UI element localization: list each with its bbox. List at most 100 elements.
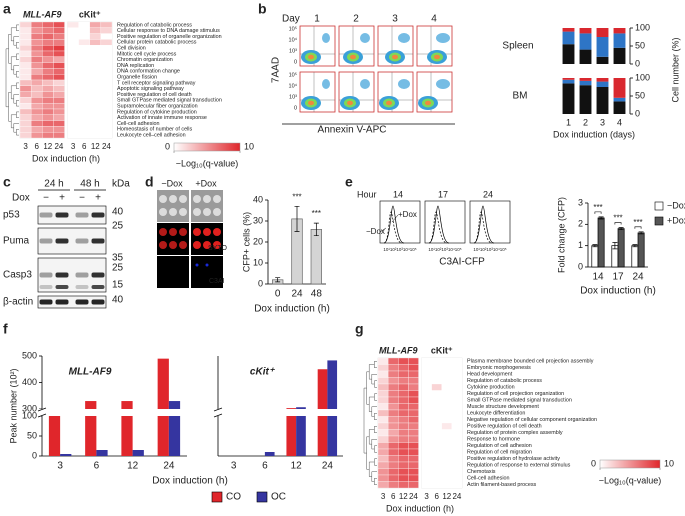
x-tick-label: 14 [592, 272, 604, 283]
heatmap-cell [53, 97, 65, 104]
heatmap-cell [100, 33, 113, 40]
error-bar [313, 222, 319, 237]
heatmap-cell [42, 114, 54, 121]
heatmap-cell [78, 103, 90, 110]
legend-swatch [654, 201, 664, 211]
heatmap-cell [67, 33, 79, 40]
heatmap-cell [408, 448, 419, 456]
heatmap-cell [19, 97, 32, 104]
row-label: Actin filament-based process [467, 482, 537, 488]
heatmap-cell [421, 474, 432, 482]
heatmap-cell [42, 50, 54, 57]
heatmap-cell [377, 474, 389, 482]
heatmap-cell [441, 409, 453, 417]
heatmap-cell [89, 97, 102, 104]
dox-sign: − [43, 193, 49, 204]
x-axis-label: Dox induction (h) [254, 304, 330, 315]
colorbar [173, 142, 241, 152]
heatmap-cell [387, 448, 399, 456]
colorbar-tick-label: 0 [165, 141, 170, 151]
heatmap-cell [30, 68, 43, 75]
heatmap-cell [387, 364, 399, 372]
heatmap-cell [42, 126, 54, 133]
heatmap-cell [421, 461, 432, 469]
row-label: Homeostasis of number of cells [117, 127, 193, 133]
dendrogram [16, 129, 19, 136]
dendrogram [374, 445, 377, 453]
flow-y-tick: 10⁴ [289, 82, 298, 89]
heatmap-cell [421, 416, 432, 424]
heatmap-cell [431, 409, 442, 417]
heatmap-cell [387, 474, 399, 482]
row-label: DNA conformation change [117, 69, 180, 75]
panel-label: a [3, 1, 11, 17]
bar-segment [579, 78, 592, 81]
heatmap-cell [387, 409, 399, 417]
heatmap-cell [30, 97, 43, 104]
row-label: Positive regulation of cell death [117, 92, 192, 98]
error-bar [632, 244, 638, 248]
condition-label: +Dox [195, 178, 217, 188]
heatmap-cell [408, 409, 419, 417]
heatmap-cell [431, 370, 442, 378]
heatmap-cell [441, 455, 453, 463]
heatmap-cell [377, 377, 389, 385]
significance: *** [633, 218, 642, 227]
protein-label: Casp3 [3, 270, 32, 281]
flow-y-tick: 10⁵ [289, 25, 297, 32]
heatmap-cell [421, 396, 432, 404]
heatmap-cell [441, 474, 453, 482]
row-label: DNA replication [117, 63, 154, 69]
heatmap-cell [408, 429, 419, 437]
dendrogram [16, 82, 19, 89]
heatmap-cell [19, 114, 32, 121]
micrograph [157, 190, 189, 222]
heatmap-cell [441, 481, 453, 489]
population [436, 79, 450, 89]
heatmap-cell [377, 383, 389, 391]
heatmap-cell [431, 390, 442, 398]
heatmap-cell [53, 50, 65, 57]
dendrogram [8, 34, 12, 64]
hour-label: Hour [357, 189, 377, 199]
cell [179, 208, 187, 216]
hour-value: 14 [393, 189, 403, 199]
heatmap-cell [30, 74, 43, 81]
population [398, 79, 410, 89]
bar-segment [579, 28, 592, 34]
panel-label: g [355, 321, 364, 337]
population [360, 79, 370, 89]
dendrogram [366, 436, 370, 470]
band [39, 272, 53, 278]
heatmap-cell [431, 468, 442, 476]
bar [85, 401, 97, 456]
population [425, 100, 431, 106]
heatmap-cell [421, 448, 432, 456]
population [398, 33, 410, 43]
heatmap-cell [30, 56, 43, 63]
heatmap-cell [67, 74, 79, 81]
heatmap-cell [421, 455, 432, 463]
heatmap-cell [387, 435, 399, 443]
heatmap-cell [53, 126, 65, 133]
error-bar [638, 231, 644, 235]
heatmap-cell [431, 396, 442, 404]
heatmap-cell [78, 21, 90, 28]
cell [159, 208, 167, 216]
heatmap-cell [67, 68, 79, 75]
band [39, 238, 53, 244]
heatmap-cell [451, 435, 463, 443]
heatmap-cell [431, 455, 442, 463]
heatmap-cell [398, 377, 409, 385]
marker-label: 40 [112, 207, 124, 218]
column-label: 1 [314, 14, 320, 25]
heatmap-cell [441, 377, 453, 385]
row-label: Cytokine production [467, 385, 515, 391]
heatmap-cell [53, 21, 65, 28]
heatmap-cell [431, 442, 442, 450]
bar-segment [562, 79, 575, 84]
heatmap-cell [451, 403, 463, 411]
heatmap-cell [89, 45, 102, 52]
condition-label: −Dox [161, 178, 183, 188]
panel-label: c [3, 174, 11, 190]
